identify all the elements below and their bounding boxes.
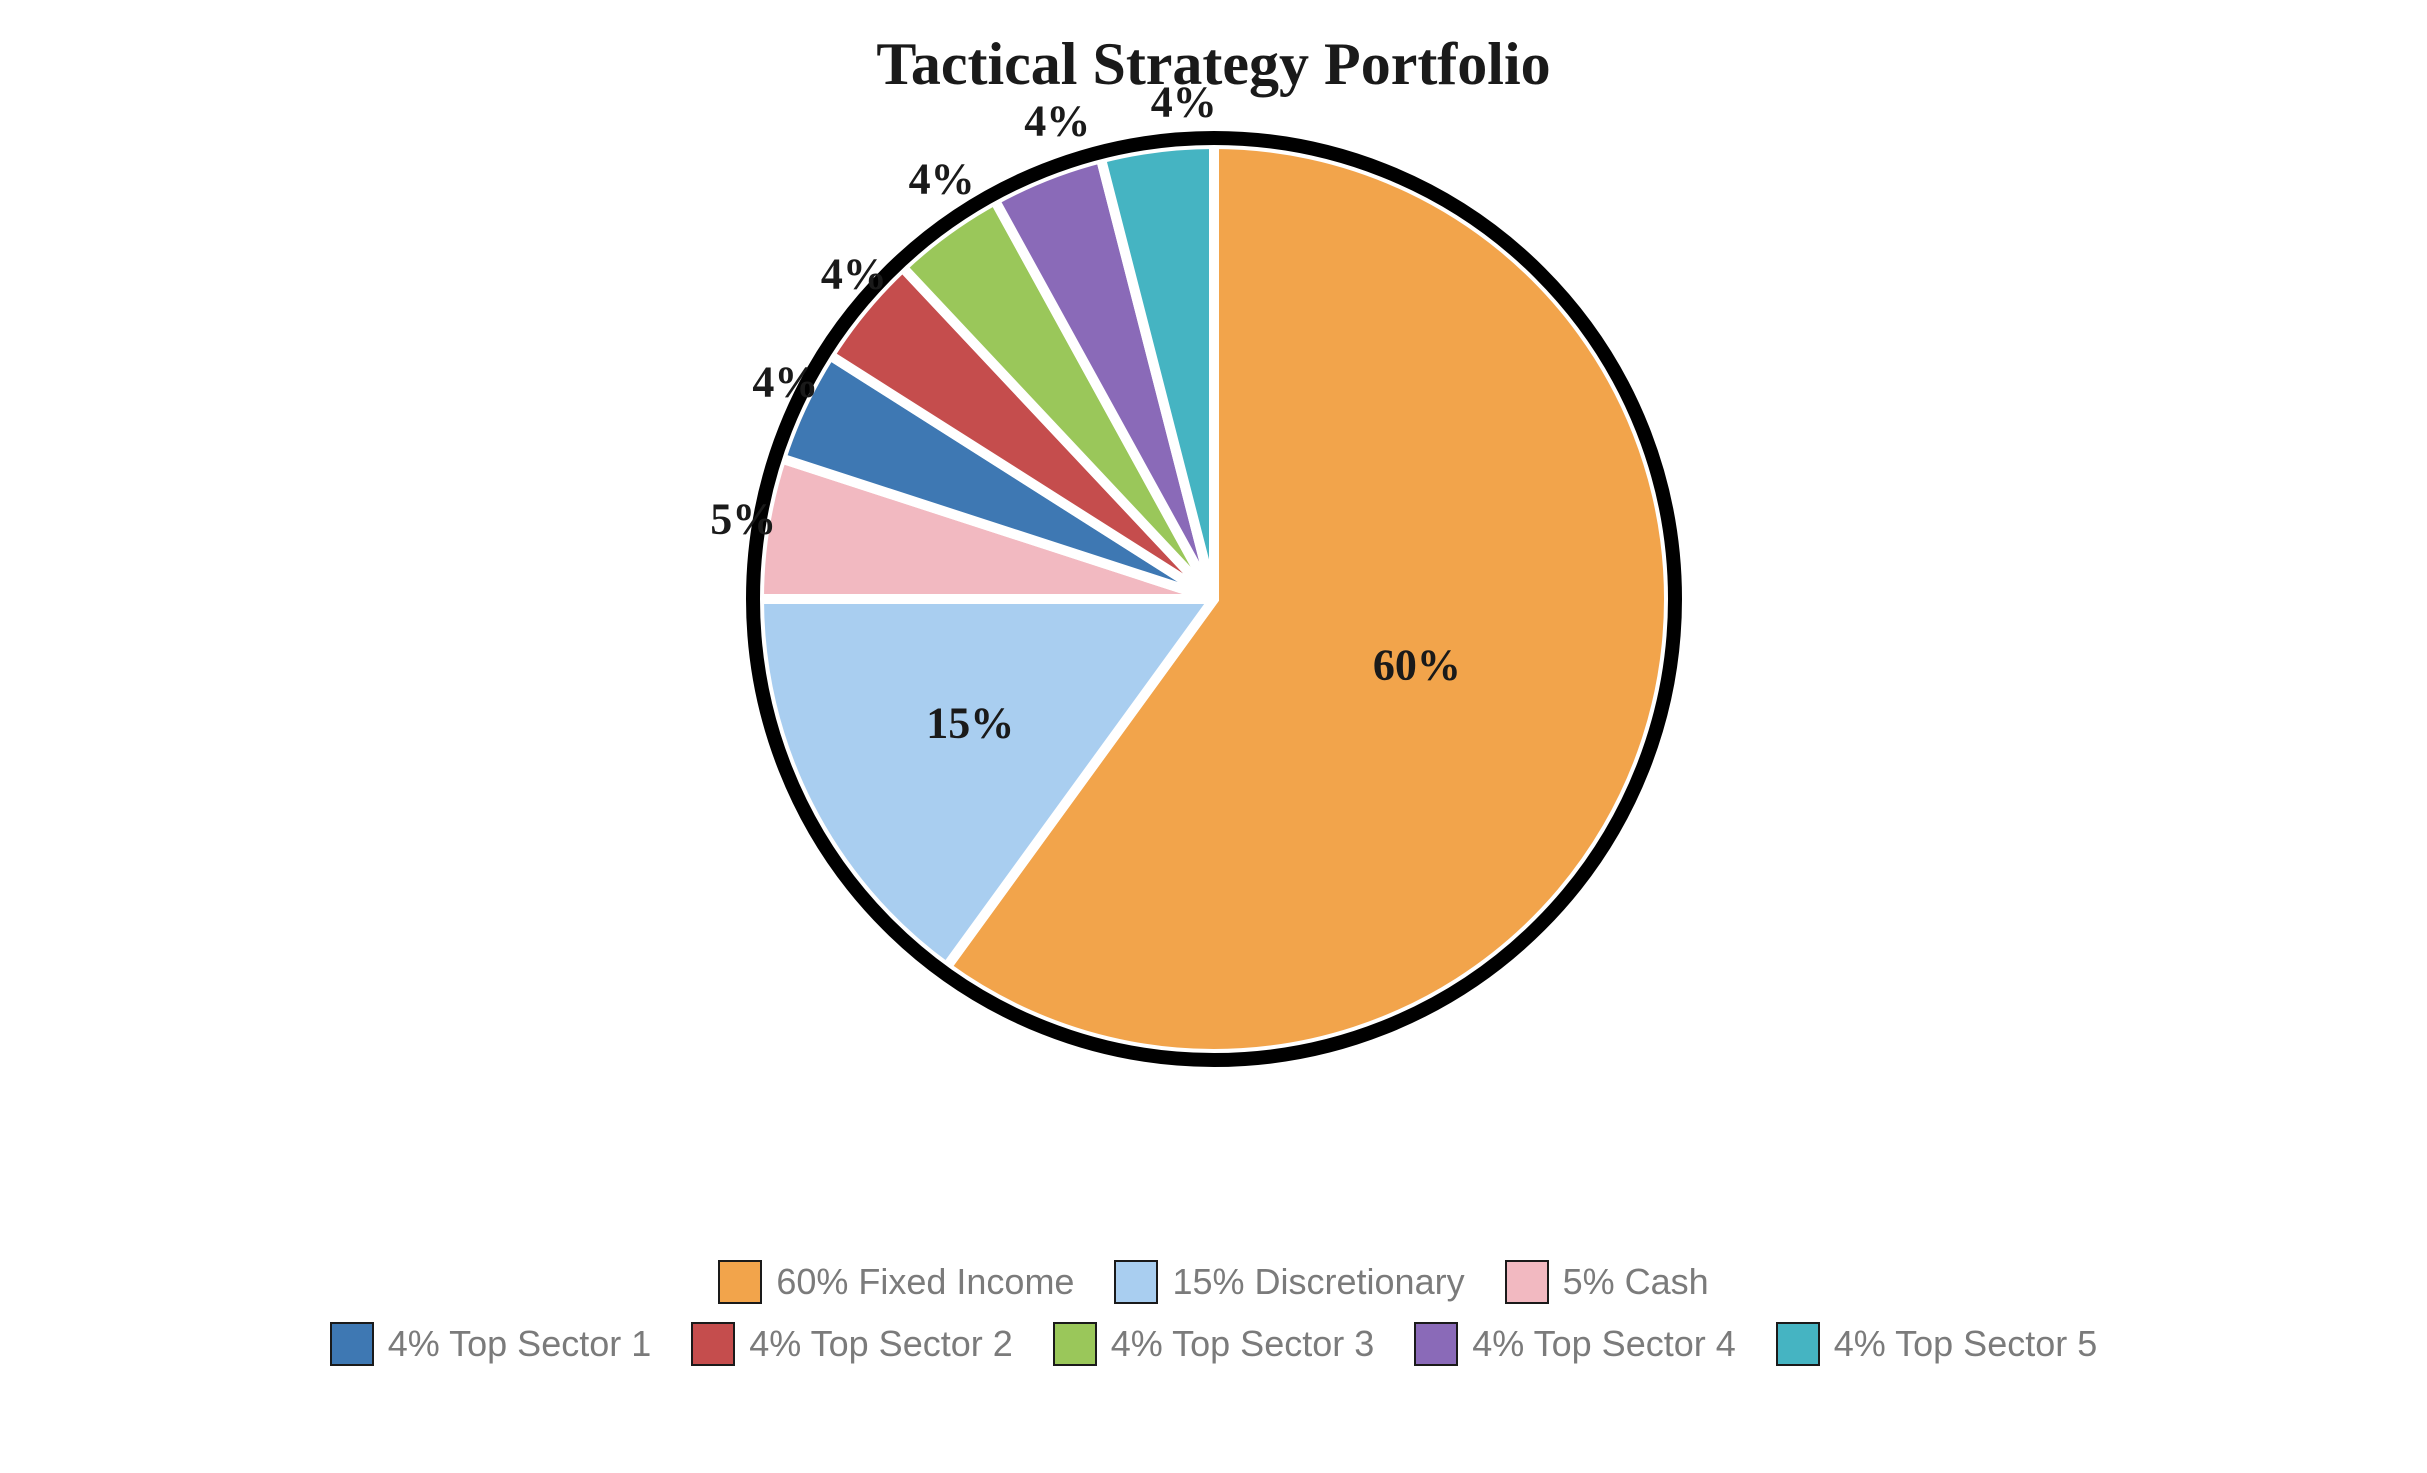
legend-swatch — [718, 1260, 762, 1304]
legend-item: 4% Top Sector 4 — [1414, 1322, 1736, 1366]
legend-label: 4% Top Sector 4 — [1472, 1323, 1736, 1365]
legend-swatch — [1505, 1260, 1549, 1304]
slice-percent-label: 5% — [710, 494, 776, 545]
legend-swatch — [1114, 1260, 1158, 1304]
chart-container: Tactical Strategy Portfolio 60%15%5%4%4%… — [0, 0, 2427, 1473]
legend-swatch — [1053, 1322, 1097, 1366]
legend-label: 15% Discretionary — [1172, 1261, 1464, 1303]
legend-item: 15% Discretionary — [1114, 1260, 1464, 1304]
legend-swatch — [691, 1322, 735, 1366]
legend-row: 60% Fixed Income 15% Discretionary 5% Cash — [718, 1260, 1708, 1304]
legend-swatch — [1776, 1322, 1820, 1366]
slice-percent-label: 15% — [926, 697, 1014, 748]
legend-label: 4% Top Sector 3 — [1111, 1323, 1375, 1365]
legend-label: 4% Top Sector 5 — [1834, 1323, 2098, 1365]
legend-label: 4% Top Sector 2 — [749, 1323, 1013, 1365]
legend-label: 5% Cash — [1563, 1261, 1709, 1303]
slice-percent-label: 4% — [1151, 77, 1217, 128]
legend-row: 4% Top Sector 1 4% Top Sector 2 4% Top Sec… — [330, 1322, 2098, 1366]
legend-label: 4% Top Sector 1 — [388, 1323, 652, 1365]
legend-item: 4% Top Sector 1 — [330, 1322, 652, 1366]
legend-swatch — [1414, 1322, 1458, 1366]
legend-item: 5% Cash — [1505, 1260, 1709, 1304]
legend-swatch — [330, 1322, 374, 1366]
slice-percent-label: 4% — [1024, 95, 1090, 146]
pie-chart: 60%15%5%4%4%4%4%4% — [745, 130, 1683, 1068]
legend-item: 4% Top Sector 5 — [1776, 1322, 2098, 1366]
legend-item: 4% Top Sector 3 — [1053, 1322, 1375, 1366]
legend-item: 60% Fixed Income — [718, 1260, 1074, 1304]
slice-percent-label: 4% — [909, 154, 975, 205]
slice-percent-label: 4% — [821, 249, 887, 300]
legend-item: 4% Top Sector 2 — [691, 1322, 1013, 1366]
legend-label: 60% Fixed Income — [776, 1261, 1074, 1303]
slice-percent-label: 60% — [1373, 640, 1461, 691]
slice-percent-label: 4% — [752, 357, 818, 408]
legend: 60% Fixed Income 15% Discretionary 5% Cash… — [0, 1260, 2427, 1366]
